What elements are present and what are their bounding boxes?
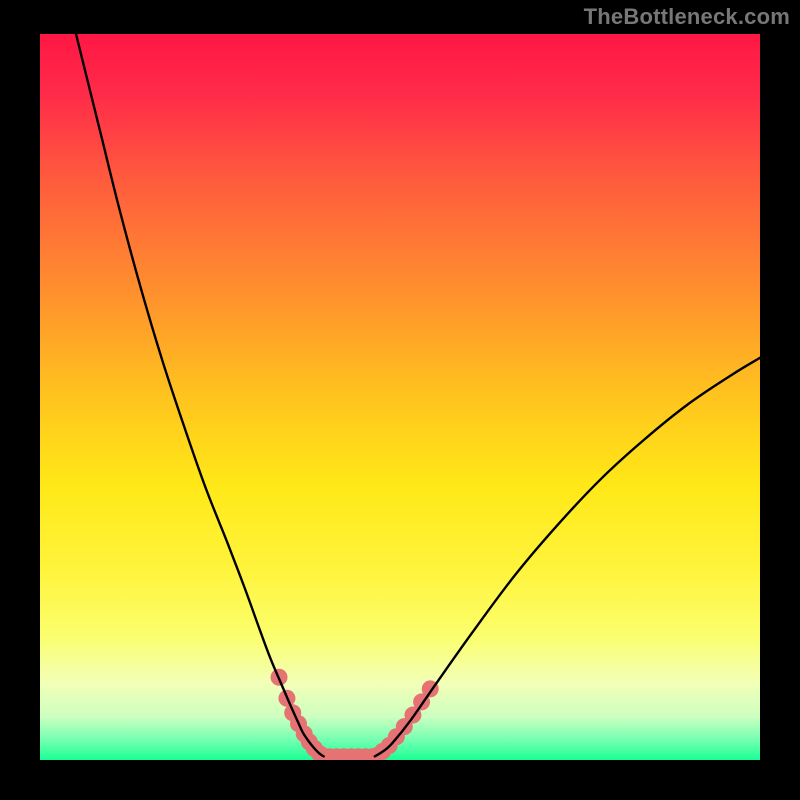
bottleneck-chart bbox=[0, 0, 800, 800]
gradient-background bbox=[40, 34, 760, 760]
chart-stage: TheBottleneck.com bbox=[0, 0, 800, 800]
watermark-text: TheBottleneck.com bbox=[584, 4, 790, 30]
